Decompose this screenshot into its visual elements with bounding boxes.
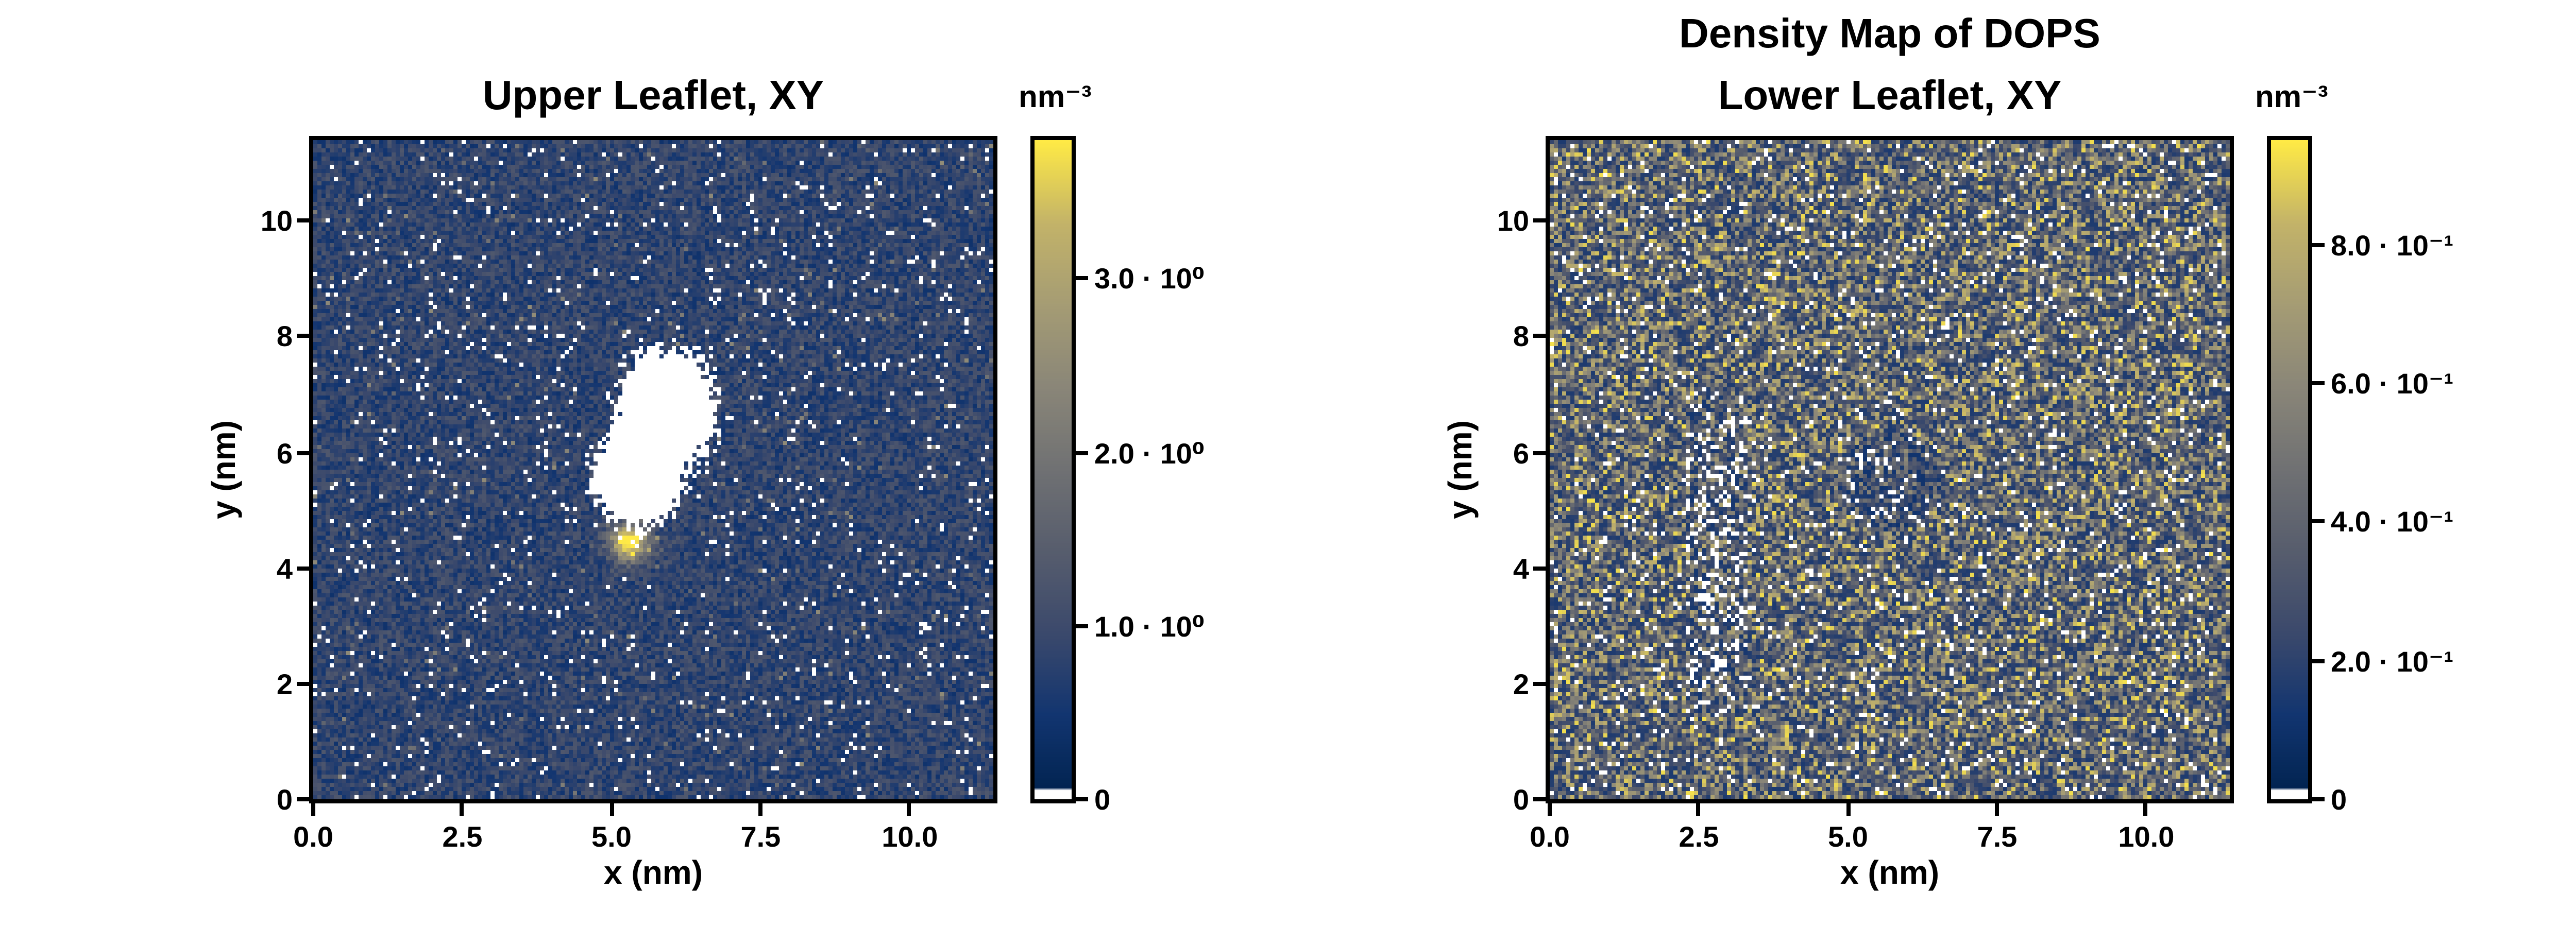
x-tick-label: 5.0	[591, 820, 632, 853]
x-tick	[311, 803, 315, 816]
colorbar-tick-label: 6.0 · 10⁻¹	[2331, 366, 2454, 400]
x-tick-label: 2.5	[442, 820, 483, 853]
y-tick-label: 0	[276, 783, 293, 816]
y-tick	[1533, 681, 1546, 686]
colorbar-tick	[1076, 624, 1088, 628]
colorbar-tick-label: 3.0 · 10⁰	[1094, 262, 1205, 296]
y-tick-label: 8	[276, 320, 293, 353]
x-tick	[907, 803, 912, 816]
y-tick-label: 10	[1497, 204, 1529, 238]
colorbar-tick-label: 4.0 · 10⁻¹	[2331, 505, 2454, 538]
y-tick	[1533, 450, 1546, 455]
x-tick-label: 5.0	[1828, 820, 1868, 853]
x-axis-label: x (nm)	[604, 857, 703, 892]
x-tick-label: 0.0	[1530, 820, 1570, 853]
colorbar-upper-leaflet	[1030, 136, 1076, 803]
x-tick	[758, 803, 763, 816]
colorbar-lower-leaflet	[2267, 136, 2312, 803]
heatmap-canvas-lower-leaflet	[1550, 140, 2230, 799]
heatmap-plot-lower-leaflet	[1546, 136, 2234, 803]
x-tick-label: 2.5	[1679, 820, 1719, 853]
colorbar-tick	[2312, 658, 2325, 663]
x-tick-label: 10.0	[2118, 820, 2175, 853]
colorbar-tick-label: 1.0 · 10⁰	[1094, 609, 1205, 643]
y-tick	[297, 334, 309, 339]
x-tick-label: 10.0	[882, 820, 938, 853]
panel-lower-leaflet: Density Map of DOPS Lower Leaflet, XY y …	[1236, 0, 2473, 927]
x-tick	[609, 803, 614, 816]
panel-upper-leaflet: Upper Leaflet, XY y (nm) x (nm) nm⁻³ 0.0…	[0, 0, 1236, 927]
colorbar-gradient	[1035, 140, 1072, 799]
colorbar-tick	[2312, 520, 2325, 524]
y-tick-label: 0	[1513, 783, 1529, 816]
colorbar-tick-label: 8.0 · 10⁻¹	[2331, 228, 2454, 261]
y-tick	[297, 797, 309, 801]
x-tick	[2144, 803, 2148, 816]
colorbar-gradient	[2271, 140, 2308, 799]
colorbar-tick-label: 2.0 · 10⁻¹	[2331, 644, 2454, 677]
y-tick-label: 6	[276, 436, 293, 469]
y-tick-label: 6	[1513, 436, 1529, 469]
x-tick-label: 7.5	[1977, 820, 2018, 853]
colorbar-tick-label: 2.0 · 10⁰	[1094, 436, 1205, 469]
x-tick	[1995, 803, 1999, 816]
heatmap-canvas-upper-leaflet	[313, 140, 993, 799]
y-tick-label: 4	[276, 551, 293, 585]
colorbar-tick	[1076, 797, 1088, 801]
x-tick-label: 7.5	[740, 820, 781, 853]
heatmap-plot-upper-leaflet	[309, 136, 997, 803]
x-tick-label: 0.0	[293, 820, 333, 853]
x-tick	[1845, 803, 1850, 816]
colorbar-tick-label: 0	[1094, 783, 1111, 816]
colorbar-tick	[2312, 797, 2325, 801]
panel-title-upper-leaflet: Upper Leaflet, XY	[482, 74, 824, 119]
colorbar-tick	[2312, 381, 2325, 385]
y-tick-label: 2	[1513, 667, 1529, 700]
colorbar-unit-label: nm⁻³	[1019, 80, 1092, 115]
y-tick	[1533, 797, 1546, 801]
y-tick	[297, 565, 309, 570]
x-axis-label: x (nm)	[1840, 857, 1939, 892]
y-tick-label: 2	[276, 667, 293, 700]
colorbar-tick-label: 0	[2331, 783, 2347, 816]
y-tick	[1533, 219, 1546, 224]
y-tick	[1533, 565, 1546, 570]
figure-suptitle: Density Map of DOPS	[1679, 12, 2100, 58]
y-tick-label: 8	[1513, 320, 1529, 353]
panel-title-lower-leaflet: Lower Leaflet, XY	[1718, 74, 2062, 119]
y-tick-label: 4	[1513, 551, 1529, 585]
x-tick	[1548, 803, 1552, 816]
colorbar-tick	[2312, 242, 2325, 247]
colorbar-tick	[1076, 277, 1088, 281]
colorbar-unit-label: nm⁻³	[2255, 80, 2328, 115]
y-tick	[297, 681, 309, 686]
y-tick	[1533, 334, 1546, 339]
colorbar-tick	[1076, 450, 1088, 455]
panel-transversal-view: Transversal View, YZ z (nm) y (nm) nm⁻³ …	[2473, 0, 2576, 927]
y-tick-label: 10	[260, 204, 293, 238]
x-tick	[460, 803, 465, 816]
y-tick	[297, 219, 309, 224]
y-tick	[297, 450, 309, 455]
x-tick	[1697, 803, 1701, 816]
